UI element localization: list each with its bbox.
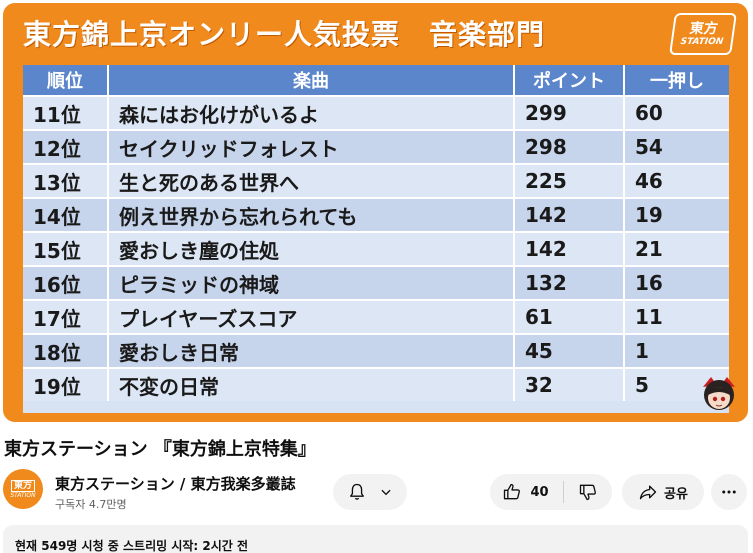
channel-name[interactable]: 東方ステーション / 東方我楽多叢誌: [55, 475, 296, 493]
more-actions-button[interactable]: [711, 474, 747, 510]
push-cell: 19: [625, 197, 729, 231]
points-cell: 142: [515, 231, 625, 265]
song-cell: 生と死のある世界へ: [109, 163, 515, 197]
table-row: 14位 例え世界から忘れられても 142 19: [23, 197, 729, 231]
points-cell: 45: [515, 333, 625, 367]
points-cell: 132: [515, 265, 625, 299]
like-count: 40: [530, 484, 549, 500]
push-cell: 46: [625, 163, 729, 197]
push-cell: 21: [625, 231, 729, 265]
description-meta: 현재 549명 시청 중 스트리밍 시작: 2시간 전: [15, 539, 249, 553]
avatar-line2: STATION: [10, 491, 36, 499]
song-cell: ピラミッドの神域: [109, 265, 515, 299]
table-header-row: 順位 楽曲 ポイント 一押し: [23, 65, 729, 95]
share-button[interactable]: 공유: [622, 474, 704, 510]
song-cell: プレイヤーズスコア: [109, 299, 515, 333]
rank-cell: 13位: [23, 163, 109, 197]
logo-line2: STATION: [679, 37, 724, 47]
header-song: 楽曲: [109, 65, 515, 95]
table-row: 19位 不変の日常 32 5: [23, 367, 729, 401]
like-dislike-group: 40: [490, 474, 612, 510]
description-box[interactable]: 현재 549명 시청 중 스트리밍 시작: 2시간 전: [3, 525, 748, 553]
rank-cell: 18位: [23, 333, 109, 367]
notification-bell-button[interactable]: [333, 474, 407, 510]
rank-cell: 17位: [23, 299, 109, 333]
share-label: 공유: [664, 486, 688, 502]
song-cell: 愛おしき日常: [109, 333, 515, 367]
push-cell: 1: [625, 333, 729, 367]
table-row: 15位 愛おしき塵の住処 142 21: [23, 231, 729, 265]
push-cell: 11: [625, 299, 729, 333]
table-row: 11位 森にはお化けがいるよ 299 60: [23, 95, 729, 129]
table-row: 13位 生と死のある世界へ 225 46: [23, 163, 729, 197]
more-icon: [722, 490, 736, 494]
rank-cell: 11位: [23, 95, 109, 129]
points-cell: 298: [515, 129, 625, 163]
song-cell: 例え世界から忘れられても: [109, 197, 515, 231]
share-icon: [639, 485, 657, 500]
mascot-icon: [703, 377, 735, 410]
points-cell: 299: [515, 95, 625, 129]
header-rank: 順位: [23, 65, 109, 95]
thumbs-up-icon: [504, 483, 521, 500]
push-cell: 16: [625, 265, 729, 299]
song-cell: セイクリッドフォレスト: [109, 129, 515, 163]
table-row: 18位 愛おしき日常 45 1: [23, 333, 729, 367]
video-player[interactable]: 東方錦上京オンリー人気投票 音楽部門 東方 STATION 順位 楽曲 ポイント…: [3, 3, 748, 422]
rank-cell: 12位: [23, 129, 109, 163]
station-logo: 東方 STATION: [669, 13, 737, 55]
table-row: 17位 プレイヤーズスコア 61 11: [23, 299, 729, 333]
avatar-line1: 東方: [10, 479, 35, 492]
points-cell: 61: [515, 299, 625, 333]
video-heading: 東方錦上京オンリー人気投票 音楽部門: [23, 18, 546, 51]
rank-cell: 14位: [23, 197, 109, 231]
video-title: 東方ステーション 『東方錦上京特集』: [4, 439, 316, 460]
logo-line1: 東方: [688, 21, 719, 37]
like-button[interactable]: 40: [490, 474, 562, 510]
rank-cell: 15位: [23, 231, 109, 265]
song-cell: 不変の日常: [109, 367, 515, 401]
thumbs-down-icon: [579, 484, 596, 501]
song-cell: 森にはお化けがいるよ: [109, 95, 515, 129]
ranking-table: 順位 楽曲 ポイント 一押し 11位 森にはお化けがいるよ 299 60 12位 セイクリ…: [23, 65, 729, 413]
channel-avatar[interactable]: 東方 STATION: [3, 469, 43, 509]
table-row: 16位 ピラミッドの神域 132 16: [23, 265, 729, 299]
rank-cell: 19位: [23, 367, 109, 401]
rank-cell: 16位: [23, 265, 109, 299]
points-cell: 32: [515, 367, 625, 401]
table-row: 12位 セイクリッドフォレスト 298 54: [23, 129, 729, 163]
subscriber-count: 구독자 4.7만명: [55, 498, 127, 511]
chevron-down-icon: [381, 489, 391, 496]
dislike-button[interactable]: [564, 474, 612, 510]
points-cell: 142: [515, 197, 625, 231]
points-cell: 225: [515, 163, 625, 197]
header-push: 一押し: [625, 65, 729, 95]
push-cell: 54: [625, 129, 729, 163]
song-cell: 愛おしき塵の住処: [109, 231, 515, 265]
bell-icon: [350, 483, 364, 500]
header-points: ポイント: [515, 65, 625, 95]
push-cell: 60: [625, 95, 729, 129]
like-divider: [562, 481, 564, 503]
